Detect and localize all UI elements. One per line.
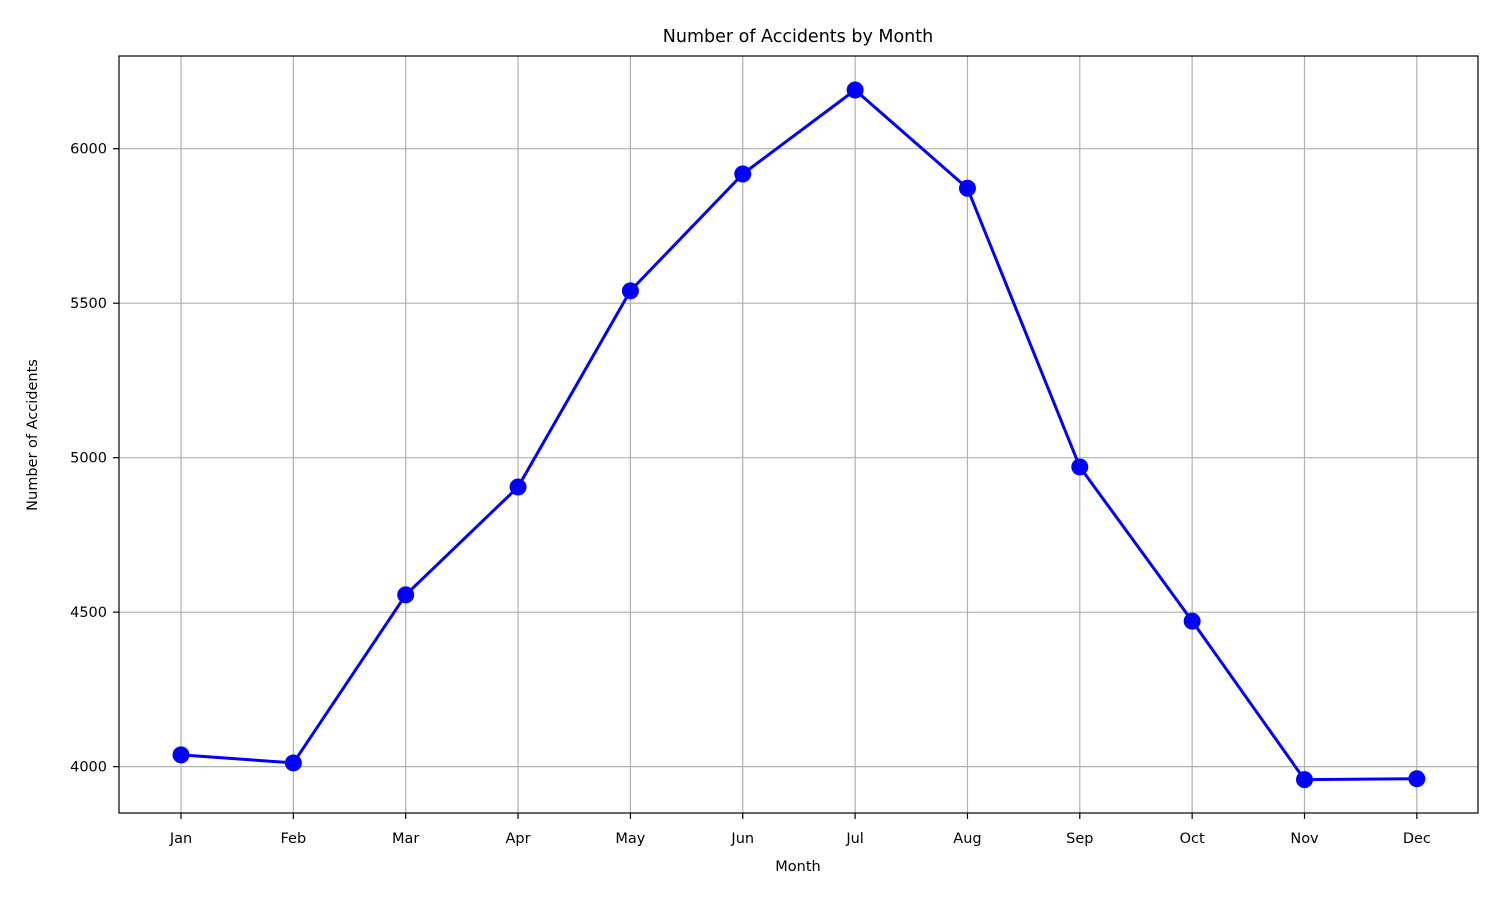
y-tick-label: 4500 [70, 605, 107, 621]
x-tick-label: May [615, 831, 645, 847]
data-point-oct[interactable] [1183, 612, 1201, 630]
series-line [179, 88, 1419, 782]
ticks-layer: Jan Feb Mar Apr May Jun Jul Aug Sep Oct Nov Dec 4000… [70, 142, 1431, 847]
data-point-jan[interactable] [172, 746, 190, 764]
x-tick-label: Apr [506, 831, 531, 847]
x-tick-label: Jan [169, 831, 192, 847]
data-point-jul[interactable] [846, 81, 864, 99]
x-tick-label: Mar [392, 831, 419, 847]
data-point-aug[interactable] [958, 179, 976, 197]
data-point-may[interactable] [621, 282, 639, 300]
x-tick-label: Sep [1066, 831, 1093, 847]
axes-layer [118, 55, 1479, 814]
data-point-apr[interactable] [509, 478, 527, 496]
series-layer [172, 81, 1426, 789]
y-tick-label: 5000 [70, 451, 107, 467]
data-point-feb[interactable] [284, 754, 302, 772]
x-tick-label: Jul [845, 831, 864, 847]
grid-layer [119, 56, 1478, 813]
x-axis-label: Month [775, 859, 820, 875]
x-tick-label: Nov [1290, 831, 1319, 847]
chart-title: Number of Accidents by Month [663, 27, 933, 47]
x-tick-label: Dec [1403, 831, 1431, 847]
data-point-mar[interactable] [397, 586, 415, 604]
x-tick-label: Oct [1180, 831, 1205, 847]
y-axis-label: Number of Accidents [25, 359, 41, 511]
y-tick-label: 4000 [70, 760, 107, 776]
plot-frame [118, 55, 1479, 814]
y-tick-label: 5500 [70, 296, 107, 312]
data-point-jun[interactable] [734, 165, 752, 183]
x-tick-label: Jun [730, 831, 754, 847]
data-point-nov[interactable] [1296, 771, 1313, 789]
x-tick-label: Aug [953, 831, 981, 847]
y-tick-label: 6000 [70, 142, 107, 158]
data-point-dec[interactable] [1408, 770, 1426, 788]
x-tick-label: Feb [281, 831, 307, 847]
data-point-sep[interactable] [1071, 458, 1089, 476]
